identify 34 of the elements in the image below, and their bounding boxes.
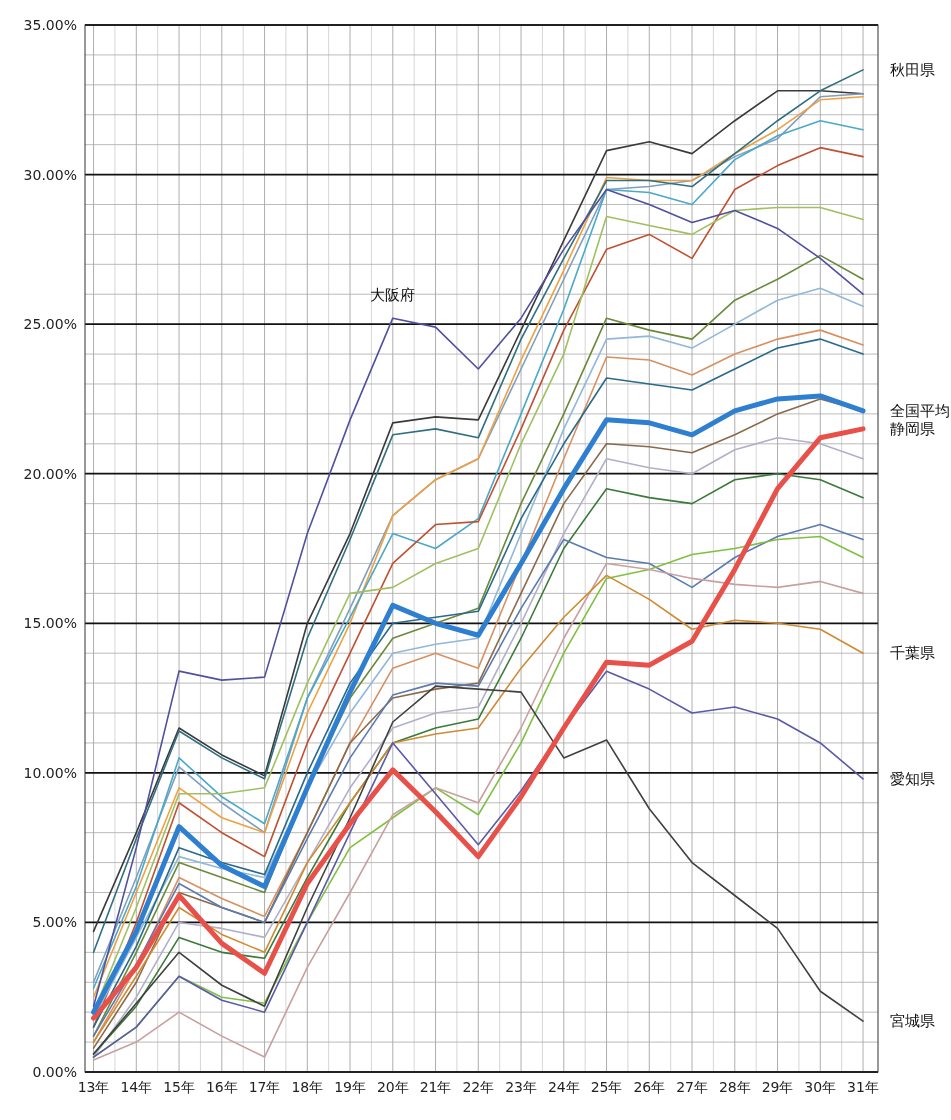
y-tick-label: 25.00% [23, 316, 77, 333]
y-tick-label: 15.00% [23, 615, 77, 632]
x-tick-label: 19年 [334, 1079, 366, 1095]
x-tick-label: 20年 [376, 1079, 409, 1095]
series-label: 静岡県 [890, 419, 935, 438]
y-tick-label: 0.00% [32, 1064, 77, 1080]
annotation: 大阪府 [370, 286, 416, 305]
x-tick-label: 16年 [205, 1079, 238, 1095]
x-tick-label: 29年 [761, 1079, 794, 1095]
y-tick-label: 10.00% [23, 764, 77, 781]
x-tick-label: 14年 [120, 1079, 153, 1095]
series-label: 全国平均 [890, 401, 950, 420]
x-tick-label: 21年 [419, 1079, 452, 1095]
x-tick-label: 25年 [590, 1079, 623, 1095]
x-tick-label: 24年 [547, 1079, 580, 1095]
y-tick-label: 35.00% [23, 17, 77, 33]
x-tick-label: 26年 [633, 1079, 666, 1095]
x-tick-label: 23年 [505, 1079, 537, 1095]
x-tick-label: 28年 [718, 1079, 751, 1095]
x-tick-label: 22年 [462, 1079, 495, 1095]
series-label: 宮城県 [890, 1012, 935, 1031]
x-tick-label: 15年 [163, 1079, 195, 1095]
x-tick-label: 17年 [248, 1079, 281, 1095]
x-tick-label: 31年 [847, 1079, 879, 1095]
y-tick-label: 20.00% [23, 465, 77, 482]
series-label: 千葉県 [890, 644, 935, 663]
series-label: 秋田県 [890, 60, 935, 79]
y-tick-label: 5.00% [32, 914, 77, 931]
x-tick-label: 18年 [291, 1079, 324, 1095]
x-tick-label: 27年 [676, 1079, 708, 1095]
y-tick-label: 30.00% [23, 166, 77, 183]
x-tick-label: 30年 [804, 1079, 837, 1095]
series-label: 愛知県 [890, 769, 935, 788]
x-tick-label: 13年 [77, 1079, 110, 1095]
